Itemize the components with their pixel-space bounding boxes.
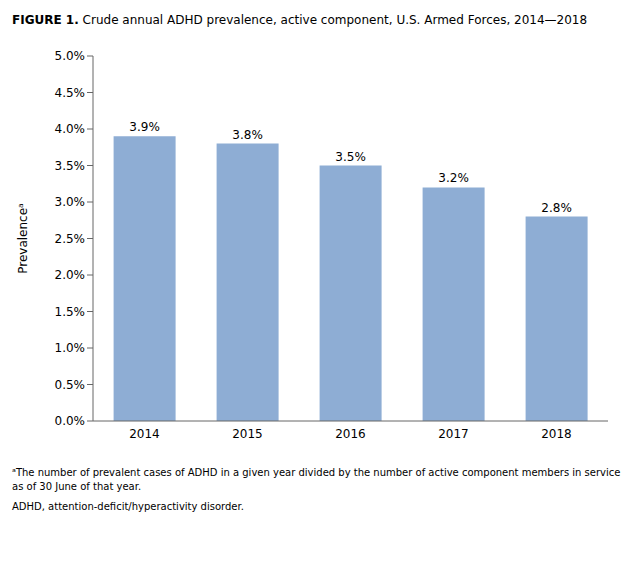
svg-text:2017: 2017 <box>438 427 469 441</box>
html-text:FIGURE 1. Crude annual ADHD pr: FIGURE 1. Crude annual ADHD prevalence, … <box>12 13 588 27</box>
svg-text:Prevalenceᵃ: Prevalenceᵃ <box>16 203 30 274</box>
svg-text:4.5%: 4.5% <box>55 86 86 100</box>
svg-text:2015: 2015 <box>232 427 263 441</box>
svg-text:3.5%: 3.5% <box>335 150 366 164</box>
svg-text:3.5%: 3.5% <box>55 159 86 173</box>
svg-text:3.9%: 3.9% <box>129 120 160 134</box>
svg-text:1.0%: 1.0% <box>55 341 86 355</box>
svg-text:0.5%: 0.5% <box>55 378 86 392</box>
svg-text:2.0%: 2.0% <box>55 268 86 282</box>
svg-text:2018: 2018 <box>541 427 572 441</box>
svg-text:2.5%: 2.5% <box>55 232 86 246</box>
svg-text:0.0%: 0.0% <box>55 414 86 428</box>
svg-text:3.2%: 3.2% <box>438 171 469 185</box>
svg-text:3.8%: 3.8% <box>232 128 263 142</box>
html-text:ᵃThe number of prevalent cases: ᵃThe number of prevalent cases of ADHD i… <box>12 467 621 492</box>
svg-text:2014: 2014 <box>129 427 160 441</box>
svg-text:2.8%: 2.8% <box>541 201 572 215</box>
svg-text:1.5%: 1.5% <box>55 305 86 319</box>
svg-text:2016: 2016 <box>335 427 366 441</box>
html-text:ADHD, attention-deficit/hypera: ADHD, attention-deficit/hyperactivity di… <box>12 501 244 512</box>
svg-text:3.0%: 3.0% <box>55 195 86 209</box>
svg-text:4.0%: 4.0% <box>55 122 86 136</box>
svg-text:5.0%: 5.0% <box>55 49 86 63</box>
